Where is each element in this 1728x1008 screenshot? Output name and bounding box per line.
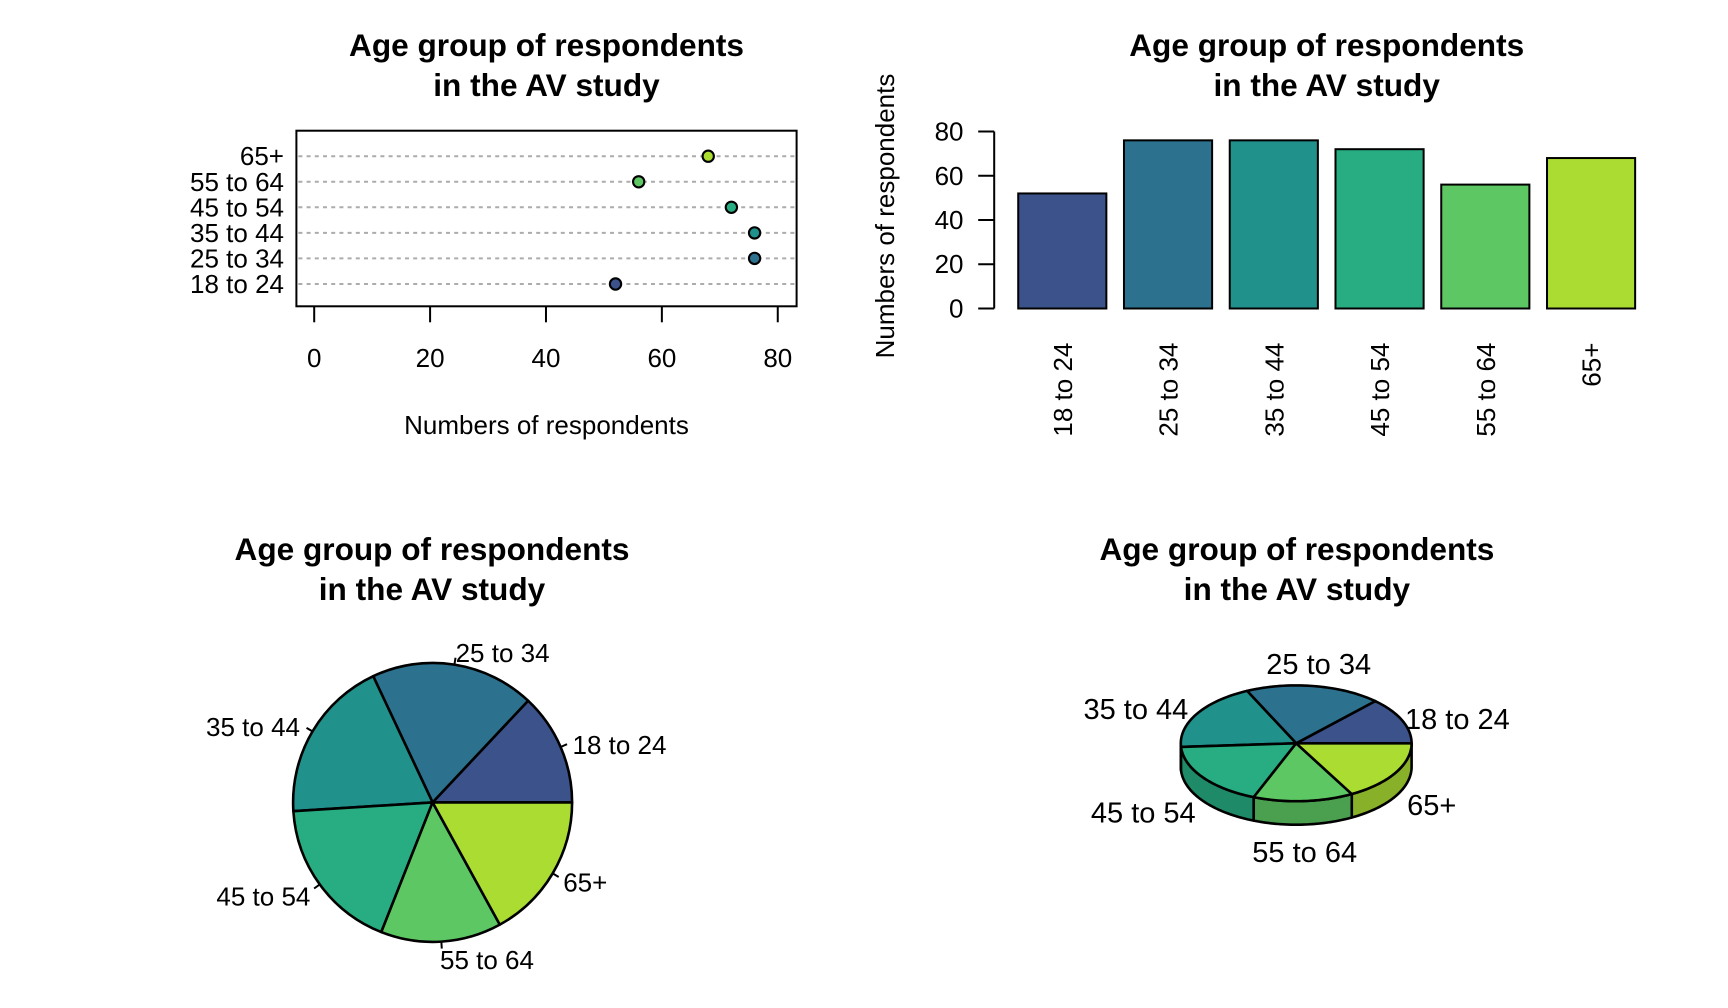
svg-text:45 to 54: 45 to 54 [190,192,284,222]
svg-text:25 to 34: 25 to 34 [1266,649,1371,681]
svg-text:Numbers of respondents: Numbers of respondents [404,410,689,440]
svg-text:Age group of respondents: Age group of respondents [349,27,744,63]
svg-text:25 to 34: 25 to 34 [190,243,284,273]
svg-text:25 to 34: 25 to 34 [1154,343,1184,437]
svg-text:35 to 44: 35 to 44 [1259,343,1289,437]
svg-text:40: 40 [532,343,561,373]
svg-text:in the AV study: in the AV study [1184,571,1411,607]
svg-text:in the AV study: in the AV study [319,571,546,607]
svg-text:18 to 24: 18 to 24 [1405,704,1510,736]
svg-text:Age group of respondents: Age group of respondents [235,531,630,567]
svg-text:55 to 64: 55 to 64 [1252,837,1357,869]
svg-text:20: 20 [935,249,964,279]
svg-text:18 to 24: 18 to 24 [190,269,284,299]
svg-text:45 to 54: 45 to 54 [216,881,310,911]
svg-text:45 to 54: 45 to 54 [1091,798,1196,830]
svg-text:45 to 54: 45 to 54 [1365,343,1395,437]
svg-text:55 to 64: 55 to 64 [440,945,534,975]
svg-text:40: 40 [935,205,964,235]
svg-text:65+: 65+ [240,141,284,171]
svg-text:in the AV study: in the AV study [1213,67,1440,103]
svg-text:18 to 24: 18 to 24 [573,730,667,760]
svg-text:60: 60 [647,343,676,373]
svg-text:60: 60 [935,161,964,191]
svg-text:25 to 34: 25 to 34 [456,638,550,668]
svg-text:Age group of respondents: Age group of respondents [1129,27,1524,63]
svg-text:65+: 65+ [1407,790,1456,822]
svg-text:35 to 44: 35 to 44 [190,218,284,248]
svg-text:0: 0 [307,343,321,373]
svg-text:35 to 44: 35 to 44 [206,712,300,742]
svg-text:20: 20 [416,343,445,373]
svg-text:Numbers of respondents: Numbers of respondents [870,74,900,359]
svg-text:in the AV study: in the AV study [433,67,660,103]
svg-text:65+: 65+ [563,868,607,898]
svg-text:80: 80 [763,343,792,373]
svg-text:0: 0 [949,294,963,324]
svg-text:35 to 44: 35 to 44 [1083,694,1188,726]
svg-text:18 to 24: 18 to 24 [1048,343,1078,437]
svg-text:55 to 64: 55 to 64 [190,167,284,197]
svg-text:55 to 64: 55 to 64 [1471,343,1501,437]
svg-text:65+: 65+ [1577,343,1607,387]
svg-text:Age group of respondents: Age group of respondents [1099,531,1494,567]
svg-text:80: 80 [935,117,964,147]
